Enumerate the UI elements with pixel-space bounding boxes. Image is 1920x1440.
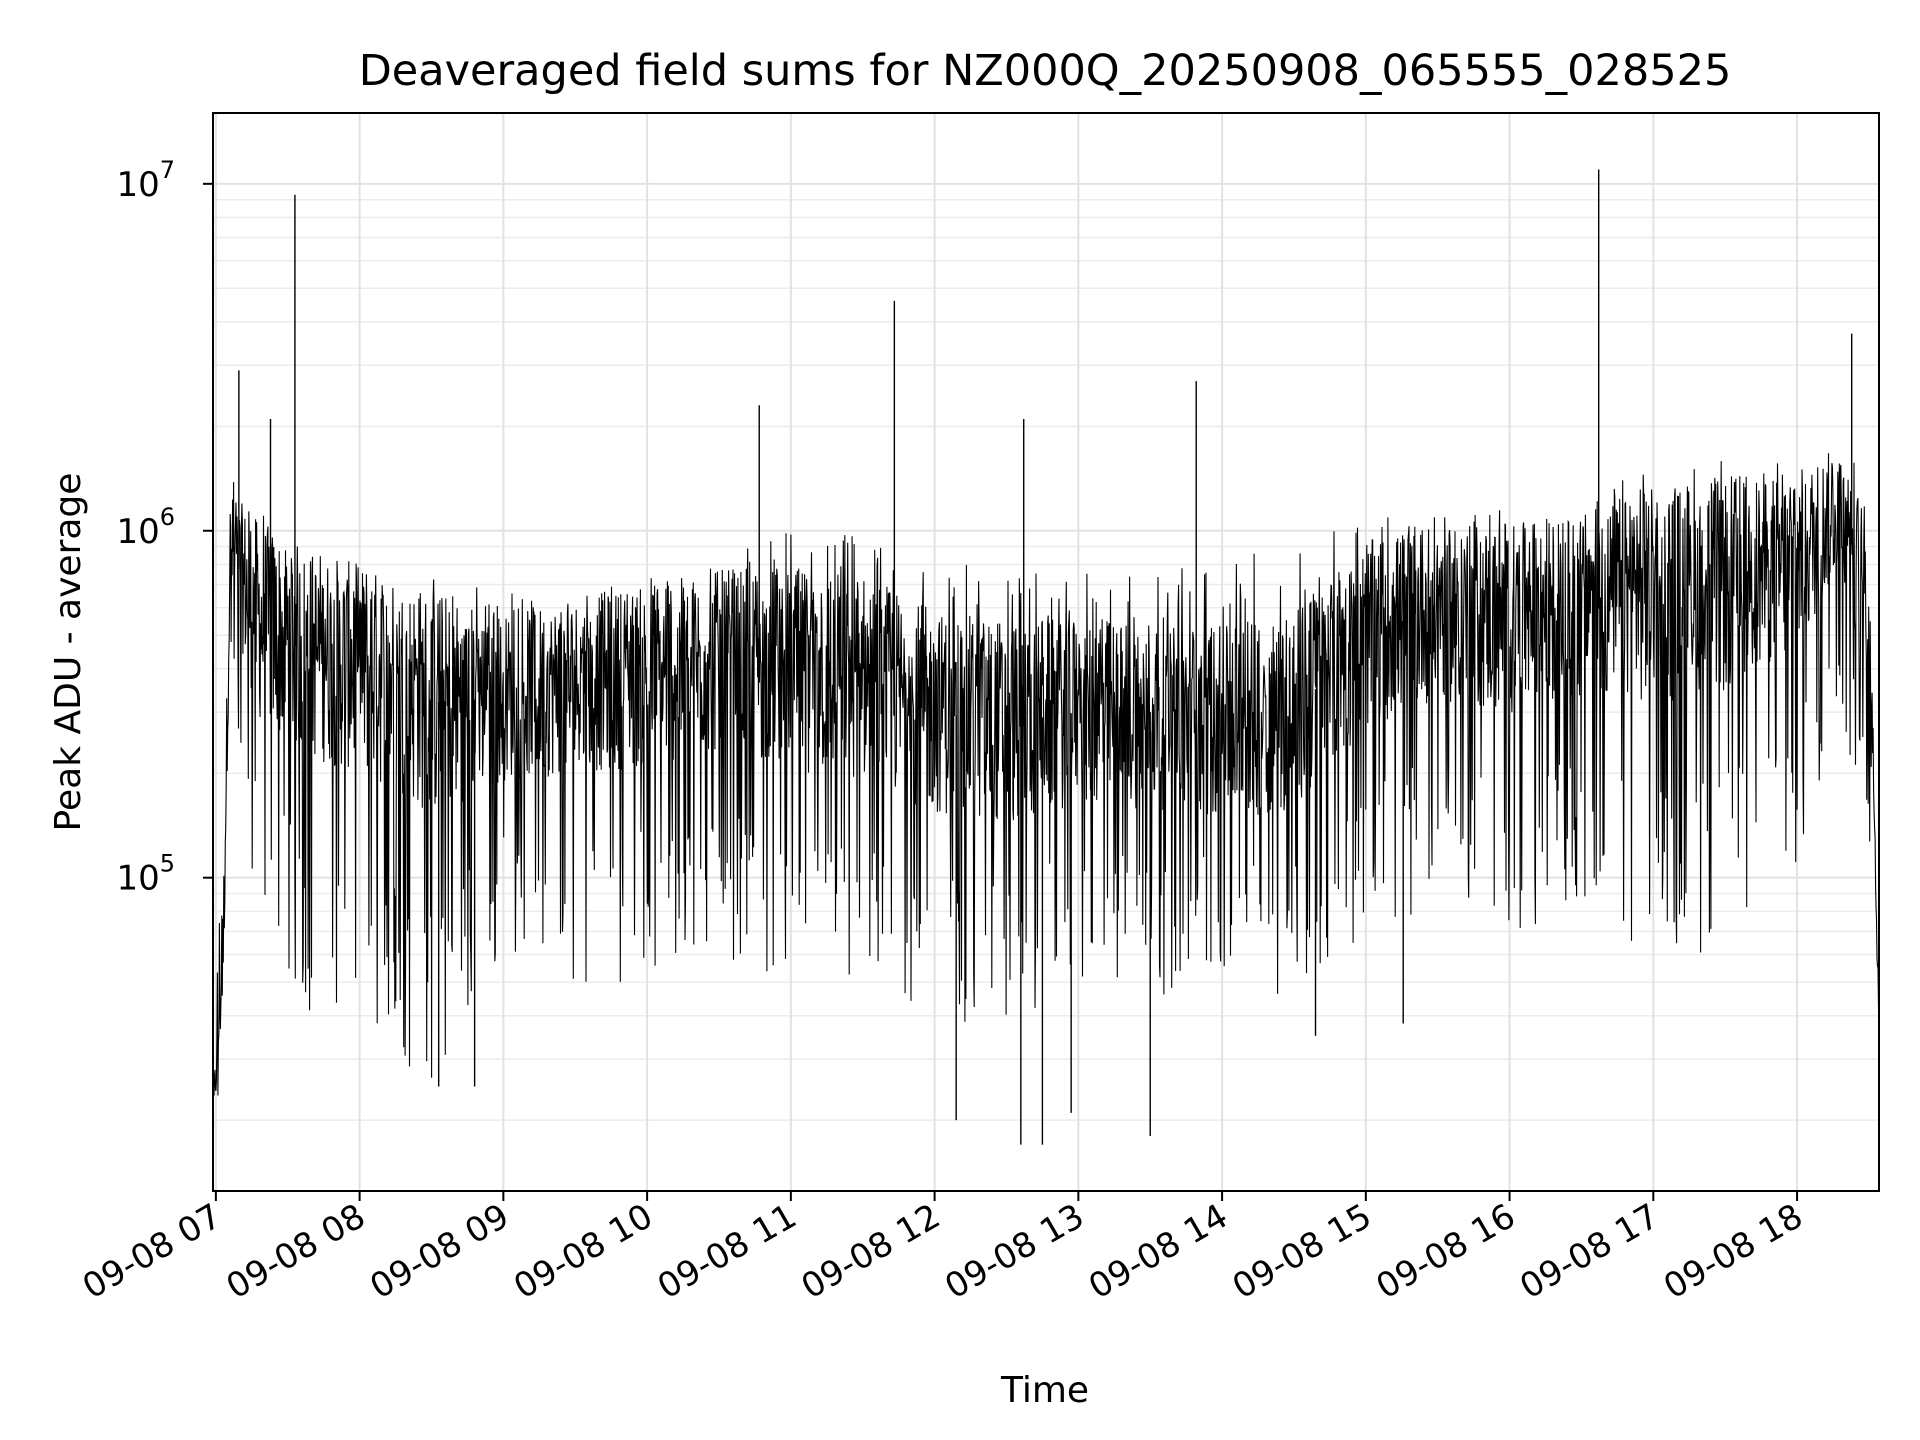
series-line — [212, 169, 1880, 1145]
y-tick-label: 105 — [116, 850, 175, 899]
y-axis: 105 106 107 — [116, 156, 213, 899]
x-axis-label: Time — [1000, 1370, 1089, 1411]
y-axis-label: Peak ADU - average — [48, 473, 89, 832]
y-tick-label: 106 — [116, 503, 175, 552]
major-gridlines — [213, 113, 1879, 1191]
chart-title: Deaveraged field sums for NZ000Q_2025090… — [359, 46, 1732, 96]
series-path — [212, 453, 1880, 1129]
y-tick-label: 107 — [116, 156, 175, 205]
plot-frame — [212, 112, 1880, 1192]
